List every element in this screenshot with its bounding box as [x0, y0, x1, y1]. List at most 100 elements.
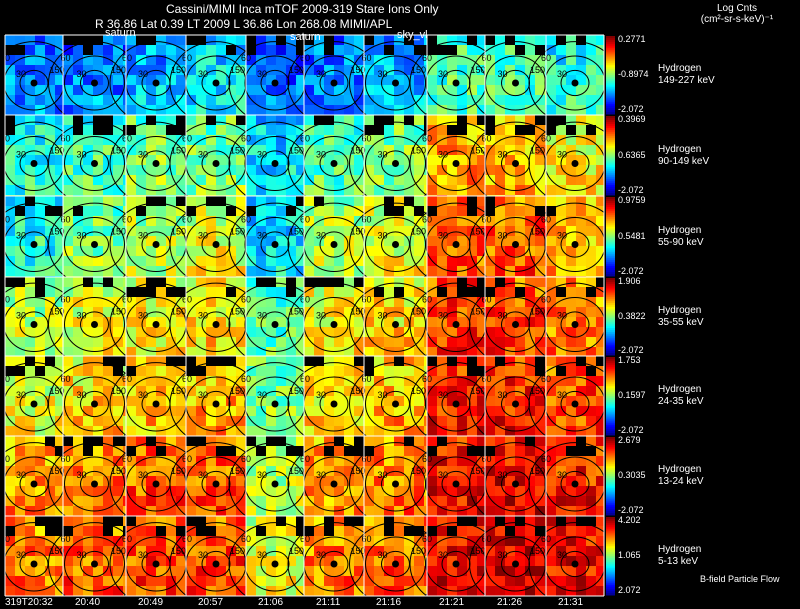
colorbar-segment	[606, 191, 615, 194]
panel-r2-c0	[5, 196, 63, 277]
contour-label: 60	[122, 134, 132, 144]
colorbar-segment	[606, 345, 615, 348]
planet-marker	[571, 480, 579, 488]
contour-label: 150	[0, 546, 4, 556]
contour-label: 60	[61, 295, 71, 305]
colorbar-segment	[606, 544, 615, 547]
colorbar-segment	[606, 238, 615, 241]
contour-label: 60	[122, 454, 132, 464]
planet-marker	[571, 79, 579, 87]
colorbar-segment	[606, 187, 615, 190]
contour-label: 30	[498, 231, 508, 241]
contour-label: 30	[257, 311, 267, 321]
contour-label: 30	[498, 550, 508, 560]
colorbar-segment	[606, 357, 615, 360]
panel-r6-c9	[546, 516, 604, 596]
time-label: 21:06	[258, 597, 284, 608]
contour-label: 150	[289, 546, 304, 556]
panel-r1-c3	[186, 115, 246, 196]
panel-r2-c2	[126, 196, 186, 277]
contour-label: 60	[61, 215, 71, 225]
colorbar-segment	[606, 155, 615, 158]
contour-label: 150	[289, 307, 304, 317]
contour-label: 30	[498, 311, 508, 321]
contour-label: 30	[438, 150, 448, 160]
colorbar-segment	[606, 116, 615, 119]
contour-label: 30	[198, 311, 208, 321]
colorbar-segment	[606, 593, 615, 596]
contour-label: 150	[471, 466, 486, 476]
contour-label: 150	[471, 146, 486, 156]
planet-marker	[330, 241, 338, 248]
colorbar-segment	[606, 117, 615, 121]
contour-label: 30	[557, 470, 567, 480]
contour-label: 60	[61, 53, 71, 63]
time-label: 20:40	[75, 597, 101, 608]
colorbar-segment	[606, 591, 615, 594]
colorbar-title-line2: (cm²-sr-s-keV)⁻¹	[700, 14, 774, 25]
contour-label: 150	[50, 386, 65, 396]
contour-label: 150	[351, 466, 366, 476]
planet-marker	[30, 321, 38, 328]
time-label: 20:49	[138, 597, 164, 608]
contour-label: 150	[471, 546, 486, 556]
colorbar-segment	[606, 324, 615, 327]
contour-label: 150	[351, 386, 366, 396]
contour-label: 150	[0, 386, 4, 396]
contour-label: 150	[0, 466, 4, 476]
colorbar-segment	[606, 204, 615, 208]
contour-label: 60	[61, 134, 71, 144]
contour-label: 60	[182, 454, 192, 464]
contour-label: 60	[182, 215, 192, 225]
planet-marker	[330, 160, 338, 167]
planet-marker	[91, 241, 98, 248]
time-label: 21:16	[376, 597, 402, 608]
colorbar-segment	[606, 295, 615, 298]
colorbar-segment	[606, 266, 615, 269]
colorbar-segment	[606, 250, 615, 253]
colorbar-min: 2.072	[618, 585, 641, 595]
colorbar-segment	[606, 495, 615, 498]
colorbar-segment	[606, 378, 615, 381]
contour-label: 30	[378, 69, 388, 79]
contour-label: 30	[16, 150, 26, 160]
colorbar-segment	[606, 108, 615, 111]
colorbar-segment	[606, 559, 615, 563]
planet-marker	[571, 400, 579, 408]
contour-label: 30	[316, 69, 326, 79]
colorbar-segment	[606, 139, 615, 143]
colorbar-segment	[606, 106, 615, 109]
colorbar-segment	[606, 585, 615, 588]
time-label: 21:21	[439, 597, 465, 608]
planet-marker	[30, 400, 38, 408]
colorbar-segment	[606, 189, 615, 192]
colorbar-segment	[606, 353, 615, 356]
panel-r3-c3	[186, 277, 246, 356]
colorbar-segment	[606, 90, 615, 94]
colorbar-segment	[606, 466, 615, 469]
colorbar-segment	[606, 477, 615, 481]
panel-r1-c8	[485, 115, 546, 196]
planet-marker	[152, 160, 160, 167]
colorbar-segment	[606, 427, 615, 430]
colorbar-segment	[606, 470, 615, 473]
colorbar-segment	[606, 423, 615, 426]
colorbar-segment	[606, 129, 615, 133]
contour-label: 60	[482, 374, 492, 384]
contour-label: 150	[111, 466, 126, 476]
planet-marker	[392, 480, 399, 488]
contour-label: 30	[438, 231, 448, 241]
contour-label: 60	[122, 53, 132, 63]
contour-label: 30	[378, 470, 388, 480]
planet-marker	[452, 241, 460, 248]
colorbar-segment	[606, 274, 615, 277]
contour-label: 30	[198, 69, 208, 79]
colorbar-segment	[606, 291, 615, 294]
planet-marker	[212, 321, 220, 328]
colorbar-segment	[606, 258, 615, 261]
contour-label: 150	[411, 65, 426, 75]
colorbar-segment	[606, 483, 615, 487]
colorbar-segment	[606, 583, 615, 586]
colorbar-max: 0.3969	[618, 114, 646, 124]
planet-marker	[571, 321, 579, 328]
